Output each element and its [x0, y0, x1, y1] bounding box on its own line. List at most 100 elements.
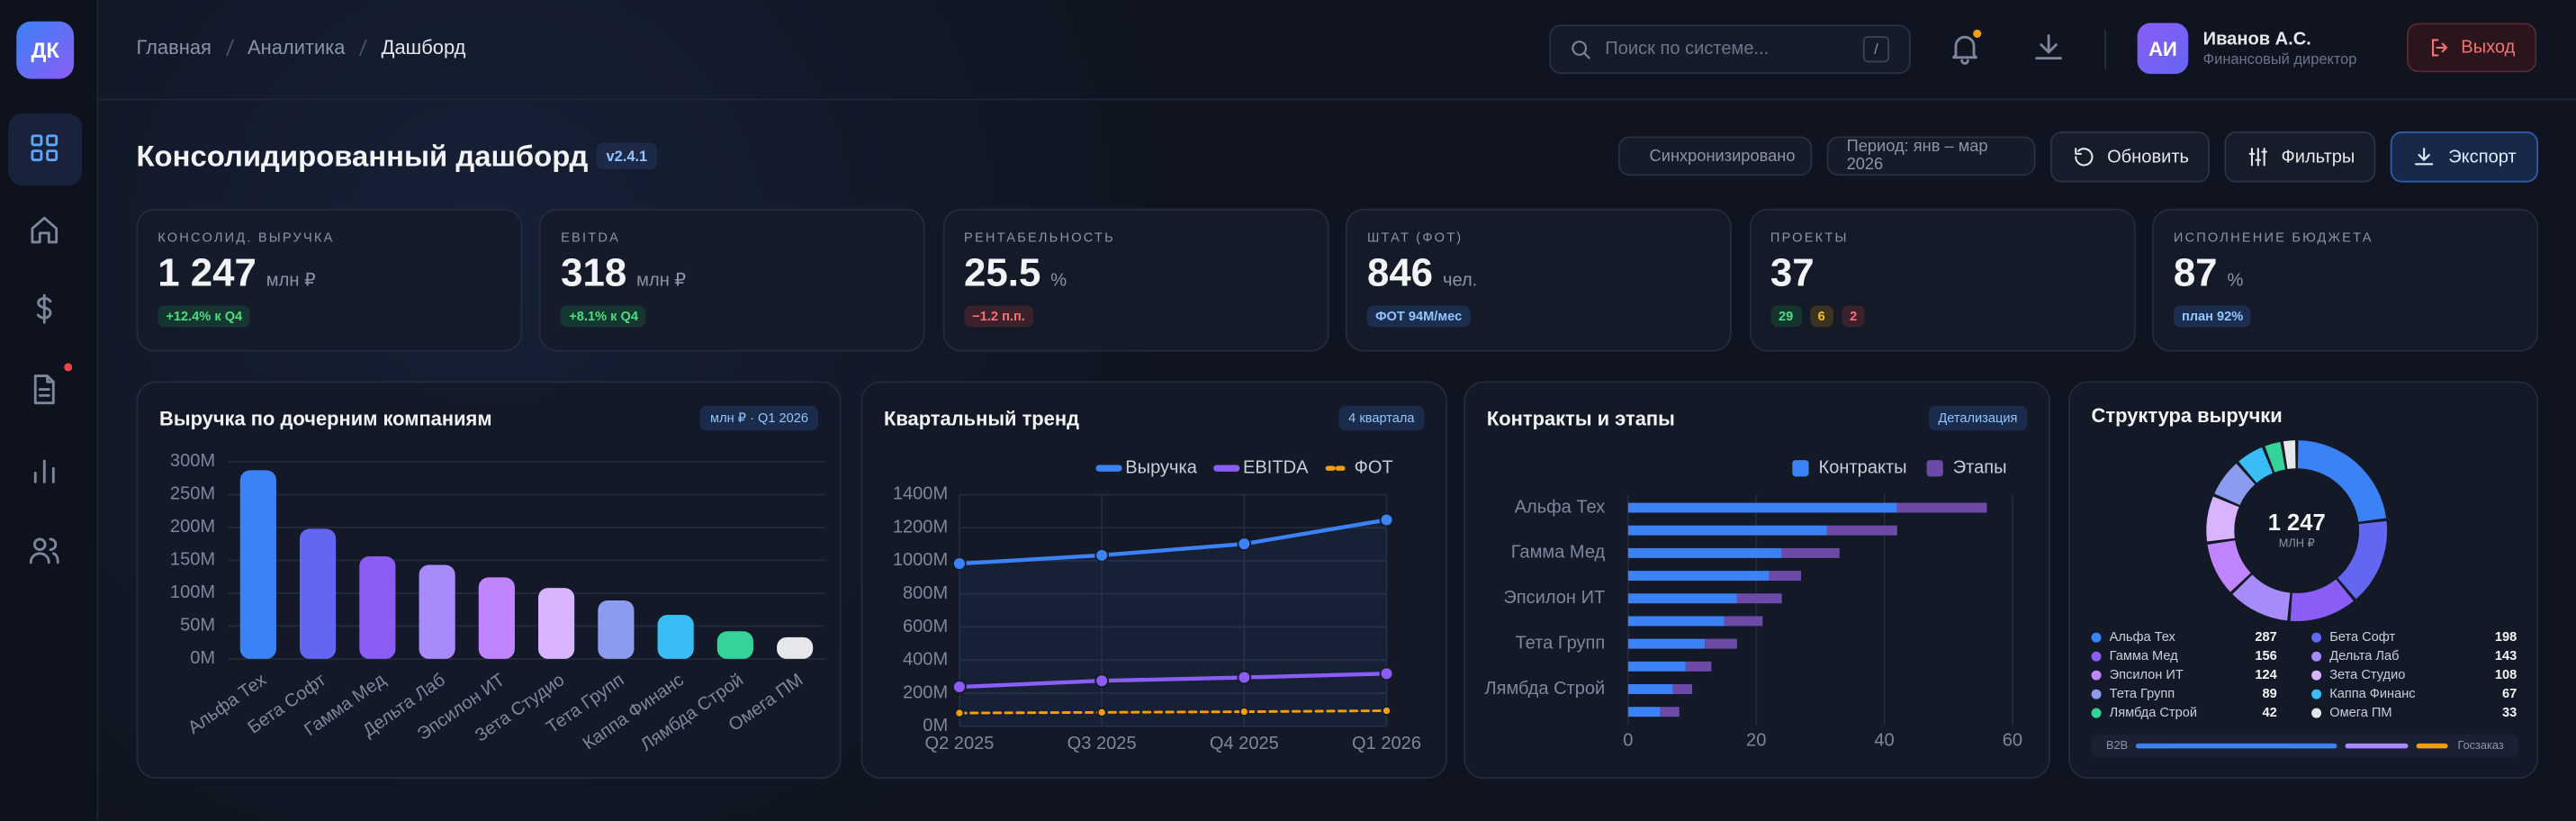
- kpi-badges: −1.2 п.п.: [964, 305, 1033, 328]
- y-tick-label: 100M: [170, 582, 215, 602]
- nav-dashboard[interactable]: [26, 130, 62, 166]
- bar-segment: [1627, 571, 1770, 582]
- kpi-value-row: 25.5%: [964, 251, 1067, 297]
- point: [1094, 673, 1109, 689]
- slice: [2290, 579, 2354, 621]
- kpi-card: EBITDA 318 млн ₽ +8.1% к Q4: [539, 208, 926, 352]
- filters-button[interactable]: Фильтры: [2224, 131, 2376, 183]
- x-tick-label: 40: [1874, 730, 1894, 750]
- nav-home[interactable]: [26, 212, 62, 248]
- slice: [2232, 574, 2291, 621]
- kpi-badge: +8.1% к Q4: [561, 305, 647, 328]
- legend-dot: [2091, 651, 2102, 662]
- center-label: МЛН ₽: [2279, 537, 2315, 550]
- kpi-card: РЕНТАБЕЛЬНОСТЬ 25.5% −1.2 п.п.: [942, 208, 1329, 352]
- legend-dot: [2091, 670, 2102, 681]
- slice: [2283, 440, 2296, 469]
- legend-label: Альфа Тех: [2110, 630, 2176, 645]
- kpi-badge: −1.2 п.п.: [964, 305, 1033, 328]
- logout-button[interactable]: Выход: [2407, 23, 2537, 73]
- bell-dot: [1973, 29, 1982, 38]
- y-tick-label: Альфа Тех: [1515, 497, 1606, 517]
- search-icon: [1572, 41, 1590, 59]
- nav-analytics[interactable]: [26, 452, 62, 488]
- point: [1237, 670, 1252, 685]
- bar-segment: [1627, 707, 1661, 717]
- version-badge: v2.4.1: [596, 142, 658, 170]
- chart: 0M 200M 400M 600M 800M 1000M 1200M 1400M Q2 2025…: [893, 457, 1421, 753]
- legend-dot: [2311, 689, 2322, 699]
- kpi-value: 1 247: [158, 251, 257, 296]
- legend-dot: [2091, 689, 2102, 699]
- bar-segment: [1736, 593, 1782, 604]
- bell[interactable]: [1947, 30, 1983, 66]
- nav-active: [8, 113, 83, 186]
- x-tick-label: Q1 2026: [1352, 734, 1421, 753]
- avatar[interactable]: АИ: [2137, 23, 2189, 75]
- y-tick-label: 50M: [180, 616, 215, 636]
- download[interactable]: [2031, 30, 2067, 66]
- export-button[interactable]: Экспорт: [2390, 131, 2539, 183]
- shortcut: /: [1862, 36, 1890, 63]
- slice: [2238, 447, 2273, 483]
- kpi-value-row: 87%: [2174, 251, 2244, 297]
- bar: [598, 600, 635, 659]
- kpi-badge: 29: [1770, 305, 1802, 328]
- slice: [2207, 540, 2251, 592]
- sidebar: ДК: [0, 0, 99, 820]
- legend-value: 198: [2495, 630, 2517, 645]
- period-text: Период: янв – мар 2026: [1846, 138, 1988, 175]
- bar-segment: [1627, 593, 1737, 604]
- legend-icon: [1926, 460, 1943, 477]
- bar: [777, 636, 814, 659]
- kpi-badges: 29 6 2: [1770, 305, 1866, 328]
- nav-documents[interactable]: [26, 372, 62, 408]
- chart-title: Квартальный тренд: [883, 407, 1080, 431]
- user-name: Иванов А.С.: [2202, 29, 2311, 50]
- x-tick-label: Q2 2025: [924, 734, 994, 753]
- y-tick-label: 0M: [923, 716, 948, 735]
- legend-label: Выручка: [1125, 457, 1197, 477]
- legend-label: Контракты: [1819, 457, 1907, 477]
- kpi-label: EBITDA: [561, 230, 621, 245]
- chart-card: Контракты и этапы Детализация 0 20 40 60 Аль…: [1464, 381, 2050, 780]
- nav-finance[interactable]: [26, 291, 62, 327]
- chart-badge[interactable]: Детализация: [1928, 405, 2028, 431]
- y-tick-label: 600M: [903, 617, 948, 636]
- bar-segment: [1627, 547, 1782, 558]
- separator: [225, 39, 234, 57]
- refresh-button[interactable]: Обновить: [2049, 131, 2210, 183]
- kpi-badges: ФОТ 94М/мес: [1366, 305, 1471, 328]
- x-tick-label: Q3 2025: [1067, 734, 1137, 753]
- kpi-value: 87: [2173, 251, 2218, 296]
- slice: [2206, 496, 2239, 542]
- breadcrumb-current: Дашборд: [381, 36, 466, 59]
- period-pill[interactable]: Период: янв – мар 2026: [1826, 136, 2036, 176]
- legend-label: Эпсилон ИТ: [2110, 668, 2184, 682]
- kpi-value: 318: [561, 251, 627, 296]
- y-tick-label: 150M: [170, 550, 215, 570]
- bar-segment: [1826, 525, 1897, 536]
- kpi-value: 37: [1770, 251, 1815, 296]
- y-tick-label: Эпсилон ИТ: [1503, 588, 1605, 608]
- x-tick-label: 60: [2003, 730, 2022, 750]
- chart-badge: 4 квартала: [1338, 405, 1425, 431]
- legend-value: 124: [2255, 668, 2277, 682]
- line: [957, 672, 1389, 690]
- nav-users[interactable]: [26, 532, 62, 568]
- search[interactable]: Поиск по системе... /: [1549, 24, 1911, 75]
- logo[interactable]: ДК: [16, 21, 75, 79]
- breadcrumb[interactable]: Главная: [136, 36, 212, 59]
- kpi-value-row: 37: [1770, 251, 1815, 297]
- bar-segment: [1627, 616, 1725, 627]
- y-tick-label: 300M: [170, 451, 215, 471]
- breadcrumb[interactable]: Аналитика: [248, 36, 346, 59]
- legend-value: 156: [2255, 649, 2276, 663]
- status-text: Синхронизировано: [1649, 147, 1796, 166]
- center-value: 1 247: [2268, 510, 2326, 536]
- line: [957, 518, 1389, 566]
- bar-segment: [1769, 571, 1802, 582]
- x-tick-label: 0: [1623, 730, 1633, 750]
- bar-segment: [1627, 502, 1897, 513]
